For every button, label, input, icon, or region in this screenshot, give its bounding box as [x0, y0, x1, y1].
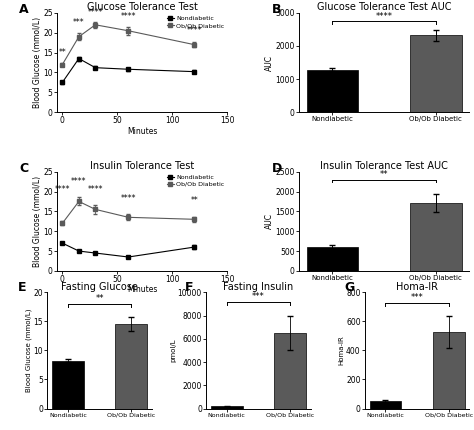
Y-axis label: AUC: AUC: [265, 213, 274, 229]
Y-axis label: Blood Glucose (mmol/L): Blood Glucose (mmol/L): [26, 309, 32, 392]
Title: Insulin Tolerance Test: Insulin Tolerance Test: [90, 161, 194, 171]
Text: ****: ****: [187, 26, 202, 35]
Title: Homa-IR: Homa-IR: [396, 282, 438, 292]
Text: F: F: [185, 281, 194, 294]
Bar: [307, 70, 358, 112]
Text: ****: ****: [55, 184, 70, 194]
Y-axis label: AUC: AUC: [265, 55, 274, 71]
Bar: [370, 401, 401, 408]
Text: ****: ****: [71, 177, 87, 186]
Text: ****: ****: [88, 8, 103, 17]
Text: ****: ****: [88, 184, 103, 194]
Text: ****: ****: [120, 194, 136, 203]
Bar: [211, 406, 243, 408]
Bar: [52, 361, 84, 408]
Title: Fasting Insulin: Fasting Insulin: [223, 282, 293, 292]
Text: C: C: [19, 162, 28, 175]
Title: Glucose Tolerance Test AUC: Glucose Tolerance Test AUC: [317, 2, 451, 12]
Y-axis label: Blood Glucose (mmol/L): Blood Glucose (mmol/L): [33, 17, 42, 108]
Text: **: **: [380, 170, 388, 179]
Text: **: **: [95, 295, 104, 304]
X-axis label: Minutes: Minutes: [127, 286, 157, 295]
Bar: [410, 203, 462, 271]
Text: G: G: [344, 281, 354, 294]
Text: **: **: [191, 197, 198, 206]
Bar: [116, 324, 147, 408]
Text: A: A: [19, 3, 29, 16]
Bar: [274, 333, 306, 408]
Y-axis label: Homa-IR: Homa-IR: [338, 335, 345, 366]
Text: B: B: [272, 3, 281, 16]
Title: Glucose Tolerance Test: Glucose Tolerance Test: [87, 2, 198, 12]
Text: ***: ***: [252, 292, 264, 301]
Y-axis label: Blood Glucose (mmol/L): Blood Glucose (mmol/L): [33, 176, 42, 267]
Text: ***: ***: [73, 18, 85, 27]
Title: Insulin Tolerance Test AUC: Insulin Tolerance Test AUC: [320, 161, 448, 171]
Text: ****: ****: [120, 12, 136, 21]
Text: ***: ***: [410, 293, 423, 302]
Y-axis label: pmol/L: pmol/L: [170, 339, 176, 362]
Text: **: **: [58, 48, 66, 57]
Text: E: E: [18, 281, 27, 294]
X-axis label: Minutes: Minutes: [127, 127, 157, 136]
Text: ****: ****: [375, 12, 392, 21]
Bar: [307, 247, 358, 271]
Legend: Nondiabetic, Ob/Ob Diabetic: Nondiabetic, Ob/Ob Diabetic: [166, 16, 224, 28]
Legend: Nondiabetic, Ob/Ob Diabetic: Nondiabetic, Ob/Ob Diabetic: [166, 175, 224, 187]
Bar: [410, 35, 462, 112]
Text: D: D: [272, 162, 282, 175]
Bar: [433, 332, 465, 408]
Title: Fasting Glucose: Fasting Glucose: [61, 282, 138, 292]
